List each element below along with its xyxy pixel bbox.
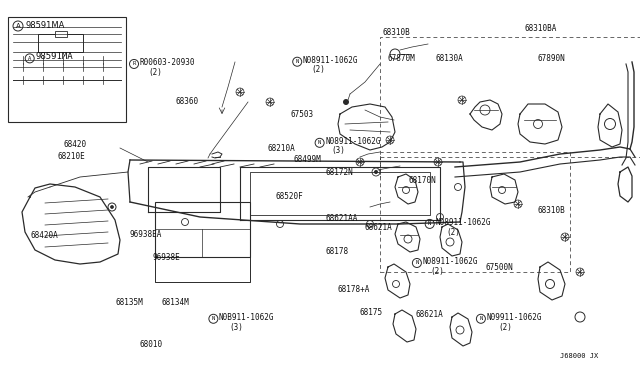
Text: 68210A: 68210A — [268, 144, 295, 153]
Text: 67870M: 67870M — [387, 54, 415, 63]
Text: 68499M: 68499M — [293, 155, 321, 164]
Circle shape — [111, 205, 113, 208]
Bar — [55, 31, 67, 37]
Text: 68175: 68175 — [360, 308, 383, 317]
Text: N: N — [212, 316, 215, 321]
Text: 68520F: 68520F — [275, 192, 303, 201]
Bar — [155, 202, 250, 257]
Text: 68210E: 68210E — [58, 152, 85, 161]
Text: J68000 JX: J68000 JX — [560, 353, 598, 359]
Bar — [380, 152, 570, 272]
Text: 68621A: 68621A — [416, 310, 444, 319]
Text: 68130A: 68130A — [435, 54, 463, 63]
Circle shape — [374, 170, 378, 174]
Text: 67503: 67503 — [291, 110, 314, 119]
Text: 68420: 68420 — [64, 140, 87, 149]
Circle shape — [343, 99, 349, 105]
Text: 68170N: 68170N — [408, 176, 436, 185]
Bar — [38, 34, 83, 52]
Bar — [380, 37, 640, 157]
Text: 98591MA: 98591MA — [26, 22, 65, 31]
Text: N09911-1062G: N09911-1062G — [486, 313, 542, 322]
Text: N: N — [296, 59, 299, 64]
Text: 68010: 68010 — [140, 340, 163, 349]
Text: 96938EA: 96938EA — [129, 230, 162, 239]
Text: (2): (2) — [498, 323, 512, 332]
Text: 98591MA: 98591MA — [35, 52, 73, 61]
Text: (3): (3) — [332, 147, 346, 155]
Text: N08911-1062G: N08911-1062G — [325, 137, 381, 146]
Text: 96938E: 96938E — [152, 253, 180, 262]
Text: 68621A: 68621A — [365, 224, 392, 232]
Text: (3): (3) — [229, 323, 243, 332]
Text: 68134M: 68134M — [161, 298, 189, 307]
Text: N: N — [428, 221, 431, 227]
Text: 67500N: 67500N — [485, 263, 513, 272]
Text: (2): (2) — [312, 65, 326, 74]
Text: 67890N: 67890N — [538, 54, 565, 63]
Text: (2): (2) — [446, 228, 460, 237]
Text: 68172N: 68172N — [325, 169, 353, 177]
Text: (2): (2) — [148, 68, 163, 77]
Text: N: N — [318, 140, 321, 145]
Text: (2): (2) — [430, 267, 444, 276]
Text: 68135M: 68135M — [115, 298, 143, 307]
Text: 68178+A: 68178+A — [338, 285, 371, 294]
Text: N0B911-1062G: N0B911-1062G — [219, 313, 275, 322]
Text: 68310B: 68310B — [538, 206, 565, 215]
Text: 68310B: 68310B — [383, 28, 410, 37]
Text: N08911-1062G: N08911-1062G — [303, 56, 358, 65]
Text: N08911-1062G: N08911-1062G — [422, 257, 478, 266]
Text: 68310BA: 68310BA — [525, 24, 557, 33]
Text: 68360: 68360 — [175, 97, 198, 106]
Text: R00603-20930: R00603-20930 — [140, 58, 195, 67]
Text: R: R — [132, 61, 136, 67]
Text: N08911-1062G: N08911-1062G — [435, 218, 491, 227]
Text: A: A — [28, 56, 31, 61]
Bar — [8, 17, 126, 122]
Text: 68621AA: 68621AA — [325, 214, 358, 223]
Text: N: N — [415, 260, 419, 266]
Text: A: A — [15, 23, 20, 29]
Text: 68178: 68178 — [325, 247, 348, 256]
Text: N: N — [479, 316, 483, 321]
Text: 68420A: 68420A — [31, 231, 58, 240]
